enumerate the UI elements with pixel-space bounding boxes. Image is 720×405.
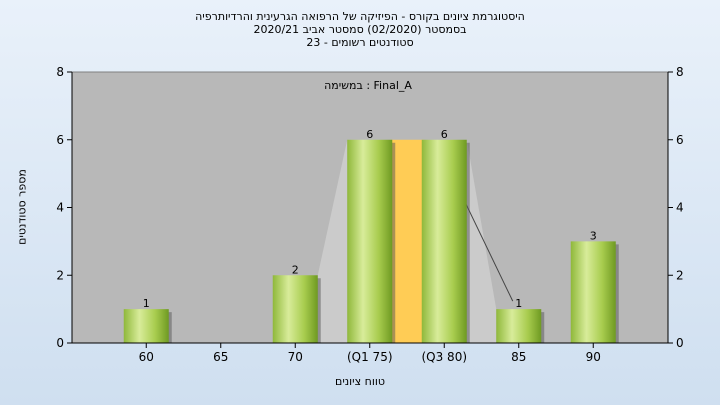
chart-title: היסטוגרמת ציונים בקורס - הפיזיקה של הרפו… bbox=[195, 10, 525, 23]
trend-area-right bbox=[466, 139, 497, 343]
y-tick-label-left: 2 bbox=[56, 268, 64, 282]
bar-value-label: 1 bbox=[143, 297, 150, 310]
bar bbox=[347, 139, 393, 343]
assignment-annotation: במשימה : Final_A bbox=[324, 79, 412, 92]
chart-subtitle-semester: בסמסטר (02/2020) סמסטר אביב 2020/21 bbox=[253, 23, 467, 36]
quartile-band bbox=[390, 139, 424, 343]
bar-value-label: 1 bbox=[515, 297, 522, 310]
bar-value-label: 2 bbox=[292, 263, 299, 276]
y-tick-label-left: 6 bbox=[56, 133, 64, 147]
bar bbox=[496, 309, 542, 343]
bar bbox=[421, 139, 467, 343]
y-axis-label: מספר סטודנטים bbox=[15, 169, 29, 245]
y-tick-label-left: 4 bbox=[56, 201, 64, 215]
y-tick-label-right: 0 bbox=[676, 336, 684, 350]
y-tick-label-left: 0 bbox=[56, 336, 64, 350]
y-tick-label-right: 8 bbox=[676, 65, 684, 79]
bar bbox=[123, 309, 169, 343]
bar bbox=[272, 275, 318, 343]
bar-value-label: 6 bbox=[441, 128, 448, 141]
chart-title-block: היסטוגרמת ציונים בקורס - הפיזיקה של הרפו… bbox=[0, 10, 720, 49]
y-tick-label-right: 6 bbox=[676, 133, 684, 147]
bar-value-label: 3 bbox=[590, 229, 597, 242]
x-tick-label: (Q1 75) bbox=[347, 350, 393, 364]
x-tick-label: 60 bbox=[139, 350, 154, 364]
trend-area-left bbox=[317, 139, 348, 343]
bar bbox=[570, 241, 616, 343]
x-tick-label: (Q3 80) bbox=[421, 350, 467, 364]
x-tick-label: 65 bbox=[213, 350, 228, 364]
y-tick-label-left: 8 bbox=[56, 65, 64, 79]
trend-line bbox=[462, 197, 514, 302]
x-tick-label: 70 bbox=[288, 350, 303, 364]
bar-value-label: 6 bbox=[366, 128, 373, 141]
x-tick-label: 90 bbox=[586, 350, 601, 364]
x-tick-label: 85 bbox=[511, 350, 526, 364]
chart-subtitle-enrolled: סטודנטים רשומים - 23 bbox=[306, 36, 414, 49]
y-tick-label-right: 4 bbox=[676, 201, 684, 215]
x-axis-label: טווח ציונים bbox=[335, 375, 385, 388]
y-tick-label-right: 2 bbox=[676, 268, 684, 282]
